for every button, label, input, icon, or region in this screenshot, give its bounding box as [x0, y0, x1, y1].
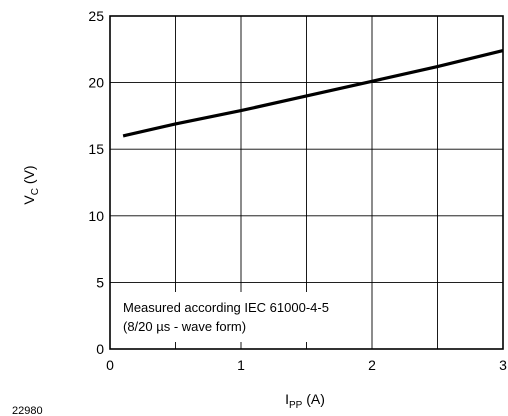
x-tick-label-0: 0 — [106, 357, 114, 373]
tick-labels: 0 1 2 3 0 5 10 15 20 25 — [88, 8, 507, 373]
x-axis-label: IPP (A) — [285, 391, 325, 411]
annotation-box: Measured according IEC 61000-4-5 (8/20 µ… — [118, 292, 330, 342]
y-tick-label-4: 20 — [88, 75, 104, 91]
annotation-line-2: (8/20 µs - wave form) — [123, 319, 246, 334]
y-axis-label-main: V — [21, 195, 37, 205]
y-tick-label-5: 25 — [88, 8, 104, 24]
y-tick-label-3: 15 — [88, 141, 104, 157]
y-axis-label-sub: C — [30, 188, 41, 195]
x-axis-label-unit: (A) — [302, 391, 325, 407]
y-axis-label: VC (V) — [21, 165, 41, 204]
y-tick-label-2: 10 — [88, 208, 104, 224]
x-tick-label-3: 3 — [499, 357, 507, 373]
annotation-line-1: Measured according IEC 61000-4-5 — [123, 300, 329, 315]
plot-frame — [109, 15, 504, 350]
y-tick-label-0: 0 — [96, 341, 104, 357]
x-axis-label-main: I — [285, 391, 289, 407]
annotation-background — [118, 292, 330, 342]
grid-lines — [110, 16, 503, 349]
y-tick-label-1: 5 — [96, 274, 104, 290]
series-line-0 — [122, 49, 504, 138]
x-axis-label-sub: PP — [289, 400, 303, 411]
series-layer — [122, 49, 504, 138]
x-tick-label-2: 2 — [368, 357, 376, 373]
x-tick-label-1: 1 — [237, 357, 245, 373]
y-axis-label-unit: (V) — [21, 165, 37, 188]
figure-id: 22980 — [12, 405, 43, 416]
